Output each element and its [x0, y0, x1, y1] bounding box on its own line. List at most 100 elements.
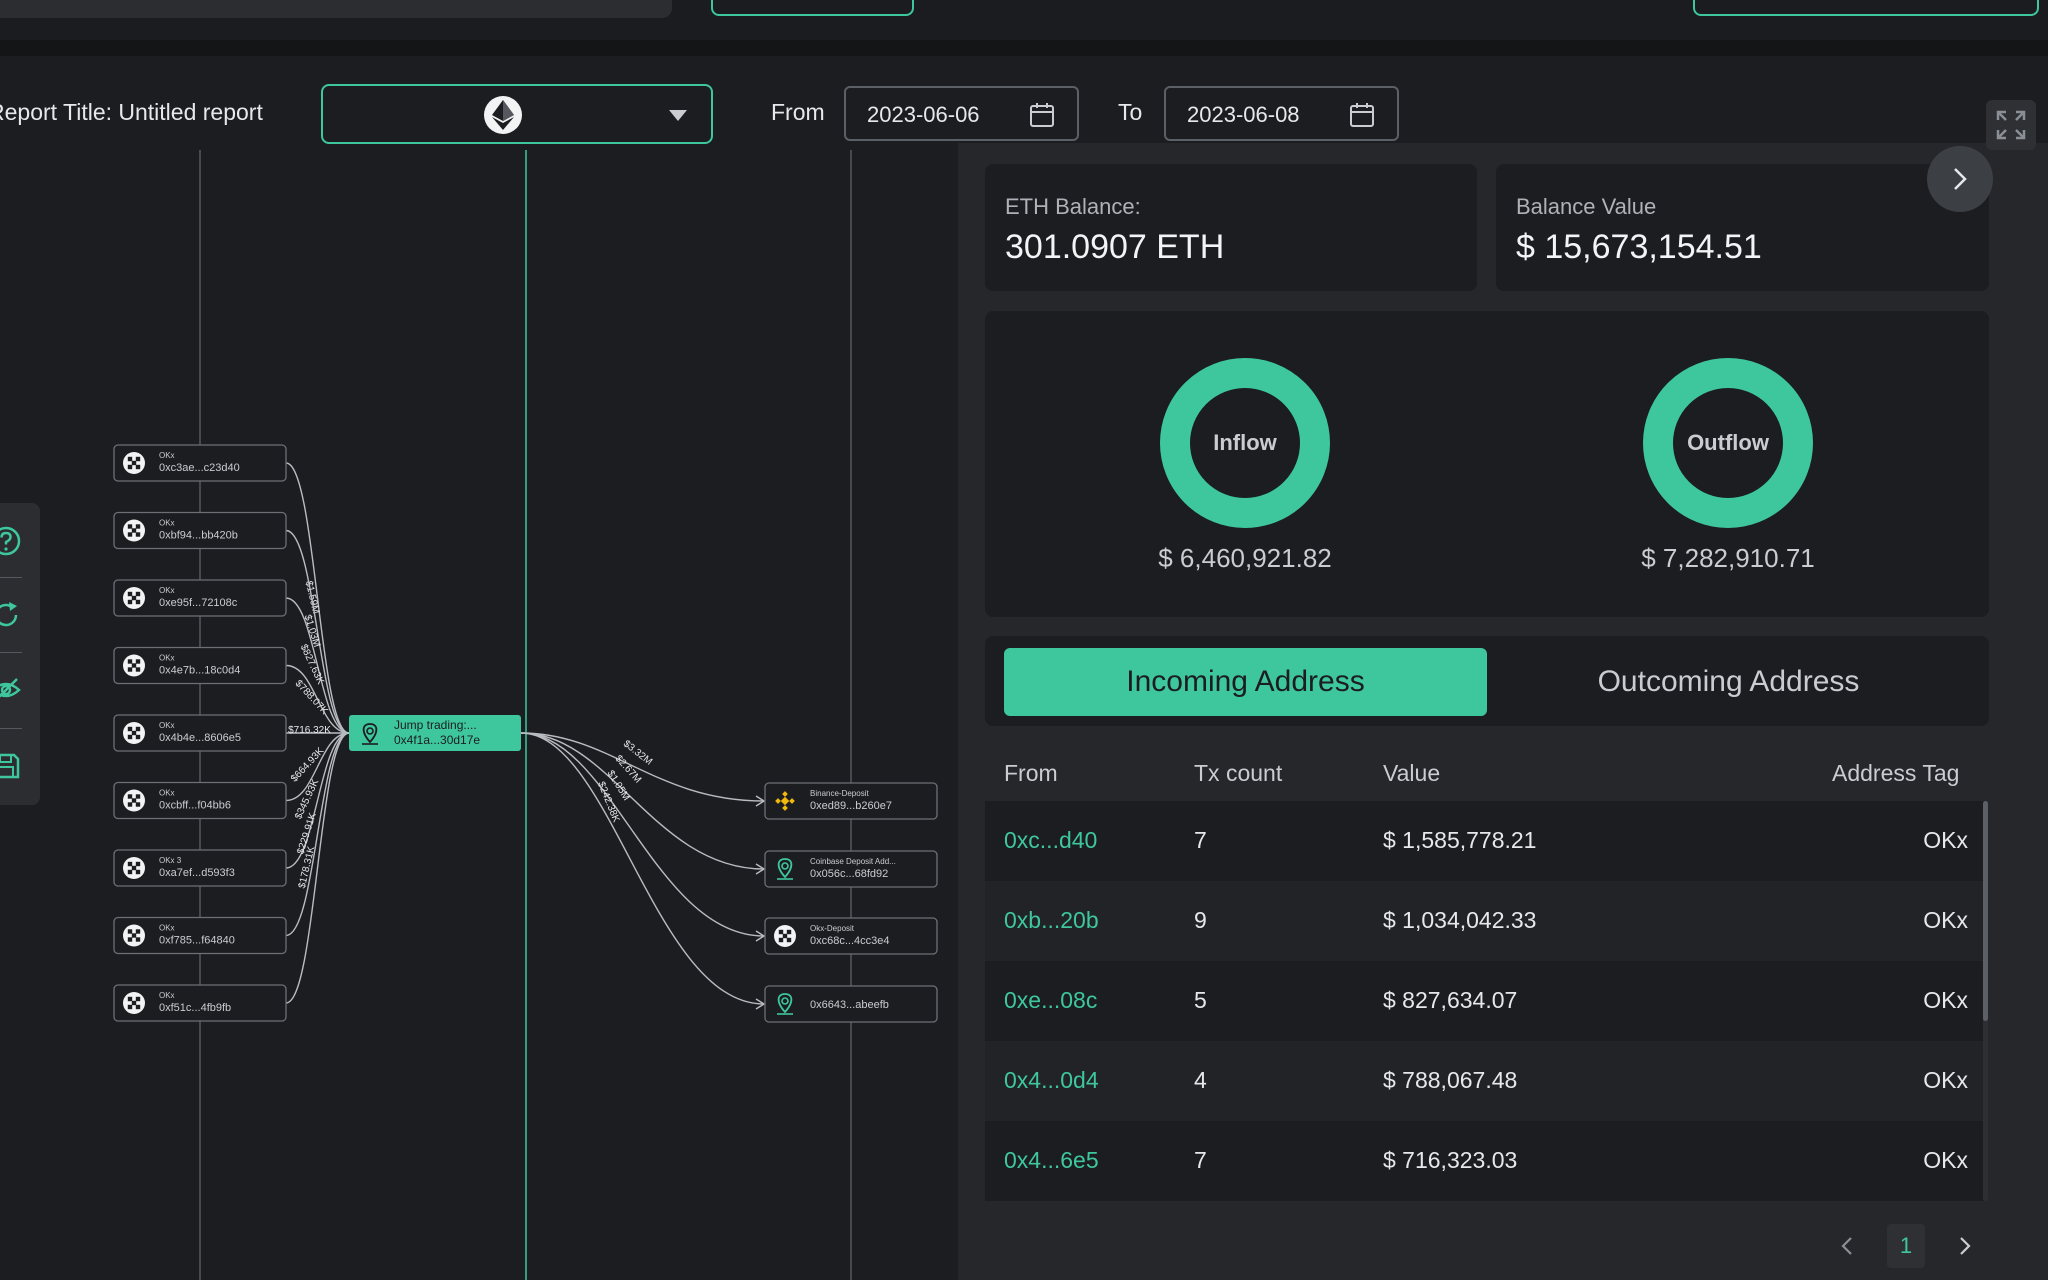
table-row[interactable]: 0x4...0d4 4 $ 788,067.48 OKx: [985, 1041, 1984, 1121]
source-address-node[interactable]: OKx 0xbf94...bb420b: [113, 511, 287, 550]
okx-icon-square: [135, 734, 141, 740]
from-address-link[interactable]: 0xc...d40: [1004, 827, 1098, 853]
calendar-icon: [1350, 103, 1374, 127]
top-right-button[interactable]: [1693, 0, 2039, 16]
flow-edge[interactable]: [285, 664, 350, 734]
flow-edge[interactable]: [285, 529, 350, 734]
from-address-link[interactable]: 0xb...20b: [1004, 907, 1099, 933]
value-cell: $ 1,034,042.33: [1383, 907, 1537, 933]
top-outline-button[interactable]: [711, 0, 914, 16]
flow-edge[interactable]: [285, 732, 350, 937]
to-date-value: 2023-06-08: [1187, 102, 1300, 127]
address-tag-cell: OKx: [1923, 827, 1968, 853]
from-address-link[interactable]: 0x4...0d4: [1004, 1067, 1099, 1093]
eth-balance-card: ETH Balance: 301.0907 ETH: [985, 164, 1477, 291]
okx-icon-square: [135, 996, 141, 1002]
next-button[interactable]: [1927, 146, 1993, 212]
column-header-address-tag[interactable]: Address Tag: [1832, 760, 1960, 786]
tx-count-cell: 7: [1194, 1147, 1207, 1173]
flow-edge[interactable]: [520, 732, 765, 802]
source-address-node[interactable]: OKx 3 0xa7ef...d593f3: [113, 849, 287, 887]
node-address-label: 0x4f1a...30d17e: [394, 733, 480, 747]
okx-icon-square: [135, 524, 141, 529]
table-scrollbar-thumb[interactable]: [1983, 801, 1988, 1021]
from-address-link[interactable]: 0xe...08c: [1004, 987, 1098, 1013]
node-tag-label: OKx: [159, 586, 175, 595]
flow-edge[interactable]: [285, 732, 350, 869]
location-icon: [777, 993, 793, 1015]
okx-icon-square: [131, 1000, 137, 1006]
okx-icon: [123, 587, 145, 609]
refresh-icon[interactable]: [0, 599, 22, 631]
okx-icon-square: [127, 659, 133, 664]
node-address-label: 0x4e7b...18c0d4: [159, 665, 240, 677]
okx-icon-square: [786, 937, 792, 943]
source-address-node[interactable]: OKx 0xcbff...f04bb6: [113, 781, 287, 820]
table-row[interactable]: 0xe...08c 5 $ 827,634.07 OKx: [985, 961, 1984, 1041]
location-icon-pin: [777, 858, 793, 879]
prev-page-button[interactable]: [1832, 1224, 1862, 1268]
target-address-node[interactable]: Binance-Deposit 0xed89...b260e7: [764, 782, 938, 820]
value-cell: $ 827,634.07: [1383, 987, 1518, 1013]
source-address-node[interactable]: OKx 0x4e7b...18c0d4: [113, 646, 287, 685]
hide-icon[interactable]: [0, 674, 22, 706]
eth-balance-label: ETH Balance:: [1005, 194, 1141, 219]
node-address-label: 0xe95f...72108c: [159, 597, 238, 609]
column-header-tx-count[interactable]: Tx count: [1194, 760, 1283, 786]
flow-edge[interactable]: [520, 732, 765, 870]
node-tag-label: Binance-Deposit: [810, 789, 869, 798]
top-search-field[interactable]: [0, 0, 672, 18]
chain-select[interactable]: [321, 84, 713, 144]
node-box: [764, 782, 938, 820]
outflow-donut: Outflow: [1643, 358, 1813, 528]
node-address-label: 0xc68c...4cc3e4: [810, 935, 890, 947]
source-address-node[interactable]: OKx 0x4b4e...8606e5: [113, 714, 287, 752]
flow-edge[interactable]: [285, 732, 350, 1004]
tab-outcoming-address[interactable]: Outcoming Address: [1597, 665, 1860, 698]
save-icon[interactable]: [0, 749, 22, 781]
table-row[interactable]: 0xb...20b 9 $ 1,034,042.33 OKx: [985, 881, 1984, 961]
fullscreen-button[interactable]: [1986, 100, 2036, 150]
table-row[interactable]: 0x4...6e5 7 $ 716,323.03 OKx: [985, 1121, 1984, 1201]
target-address-node[interactable]: 0x6643...abeefb: [764, 985, 938, 1023]
edge-amount-label: $788.07K: [293, 678, 330, 717]
from-date-value: 2023-06-06: [867, 102, 980, 127]
address-tag-cell: OKx: [1923, 1147, 1968, 1173]
okx-icon-square: [127, 532, 133, 537]
node-tag-label: OKx: [159, 789, 175, 798]
eth-balance-value: 301.0907 ETH: [1005, 228, 1225, 266]
flow-edge[interactable]: [520, 732, 765, 937]
binance-icon: [774, 790, 796, 812]
tab-incoming-address[interactable]: Incoming Address: [1004, 648, 1487, 716]
flow-edge[interactable]: [285, 597, 350, 734]
column-header-from[interactable]: From: [1004, 760, 1058, 786]
ethereum-icon: [484, 96, 522, 134]
from-date-input[interactable]: 2023-06-06: [844, 86, 1079, 141]
flow-edge[interactable]: [285, 732, 350, 802]
source-address-node[interactable]: OKx 0xf785...f64840: [113, 916, 287, 955]
node-box: [113, 984, 287, 1022]
help-icon[interactable]: [0, 525, 22, 557]
column-header-value[interactable]: Value: [1383, 760, 1441, 786]
transaction-flow-graph[interactable]: $1.59M$1.03M$827.63K$788.07K$716.32K$664…: [0, 150, 958, 1280]
center-address-node[interactable]: Jump trading:...0x4f1a...30d17e: [349, 715, 521, 751]
flow-edge[interactable]: [285, 462, 350, 734]
okx-icon: [123, 519, 145, 542]
chevron-right-icon: [1960, 1237, 1971, 1255]
address-tag-cell: OKx: [1923, 987, 1968, 1013]
source-address-node[interactable]: OKx 0xe95f...72108c: [113, 579, 287, 617]
chevron-down-icon: [669, 110, 687, 121]
source-address-node[interactable]: OKx 0xf51c...4fb9fb: [113, 984, 287, 1022]
table-row[interactable]: 0xc...d40 7 $ 1,585,778.21 OKx: [985, 801, 1984, 881]
page-number-button[interactable]: 1: [1887, 1224, 1925, 1268]
node-box: [113, 511, 287, 550]
node-box: [764, 850, 938, 888]
flow-edge[interactable]: [520, 732, 765, 1005]
target-address-node[interactable]: Coinbase Deposit Add... 0x056c...68fd92: [764, 850, 938, 888]
okx-icon-square: [127, 861, 133, 867]
target-address-node[interactable]: Okx-Deposit 0xc68c...4cc3e4: [764, 917, 938, 955]
next-page-button[interactable]: [1950, 1224, 1980, 1268]
source-address-node[interactable]: OKx 0xc3ae...c23d40: [113, 444, 287, 482]
to-date-input[interactable]: 2023-06-08: [1164, 86, 1399, 141]
from-address-link[interactable]: 0x4...6e5: [1004, 1147, 1099, 1173]
